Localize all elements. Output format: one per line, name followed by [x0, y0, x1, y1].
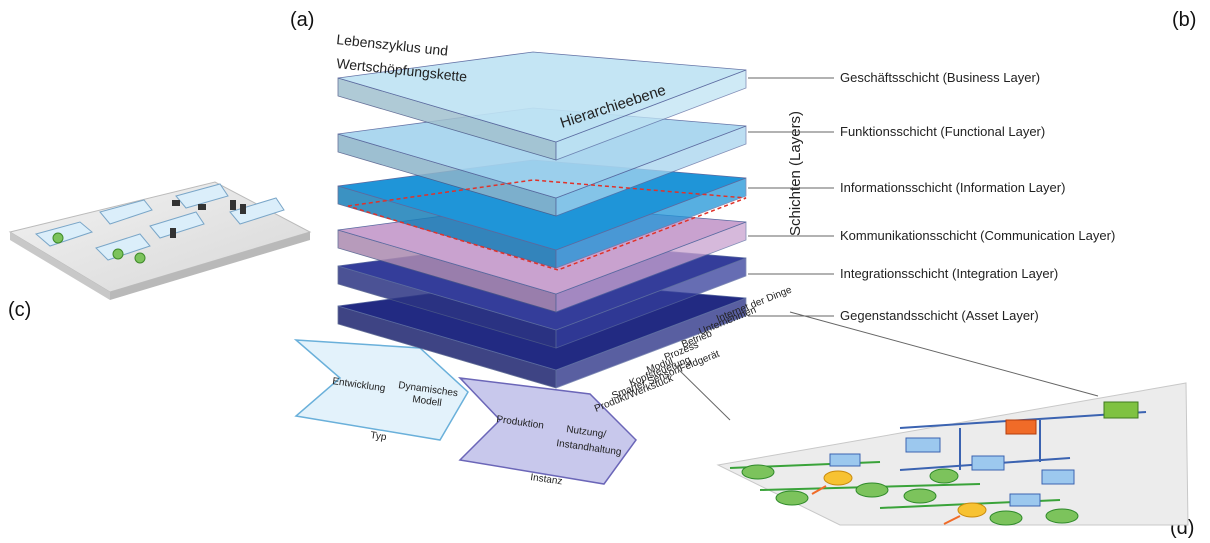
layer-label-3: Informationsschicht (Information Layer): [840, 180, 1065, 195]
layer-label-2: Funktionsschicht (Functional Layer): [840, 124, 1045, 139]
thumbnail-model-c: [8, 181, 312, 300]
hierarchy-schematic-d: [716, 382, 1189, 526]
layer-label-6: Gegenstandsschicht (Asset Layer): [840, 308, 1039, 323]
connector-line-2: [789, 311, 1099, 397]
panel-label-b: (b): [1172, 9, 1196, 31]
layer-stack: [337, 51, 747, 389]
lifecycle-axis-title-line1: Lebenszyklus und: [336, 31, 449, 59]
layer-plate-1: [337, 51, 747, 161]
type-item-model: Modell: [412, 394, 443, 409]
lifecycle-axis: Entwicklung Dynamisches Modell Typ Produ…: [293, 339, 637, 487]
connector-line-1: [673, 364, 731, 421]
layers-axis-title: Schichten (Layers): [787, 111, 804, 236]
layer-label-1: Geschäftsschicht (Business Layer): [840, 70, 1040, 85]
layer-labels: Geschäftsschicht (Business Layer) Funktio…: [748, 70, 1115, 323]
layer-label-4: Kommunikationsschicht (Communication Lay…: [840, 228, 1115, 243]
layer-label-5: Integrationsschicht (Integration Layer): [840, 266, 1058, 281]
communication-dashed-outline: [347, 179, 747, 271]
type-label: Typ: [370, 430, 388, 443]
instance-label: Instanz: [530, 472, 563, 487]
instance-arrow: [458, 376, 637, 485]
panel-label-a: (a): [290, 9, 314, 31]
panel-label-c: (c): [8, 299, 31, 321]
